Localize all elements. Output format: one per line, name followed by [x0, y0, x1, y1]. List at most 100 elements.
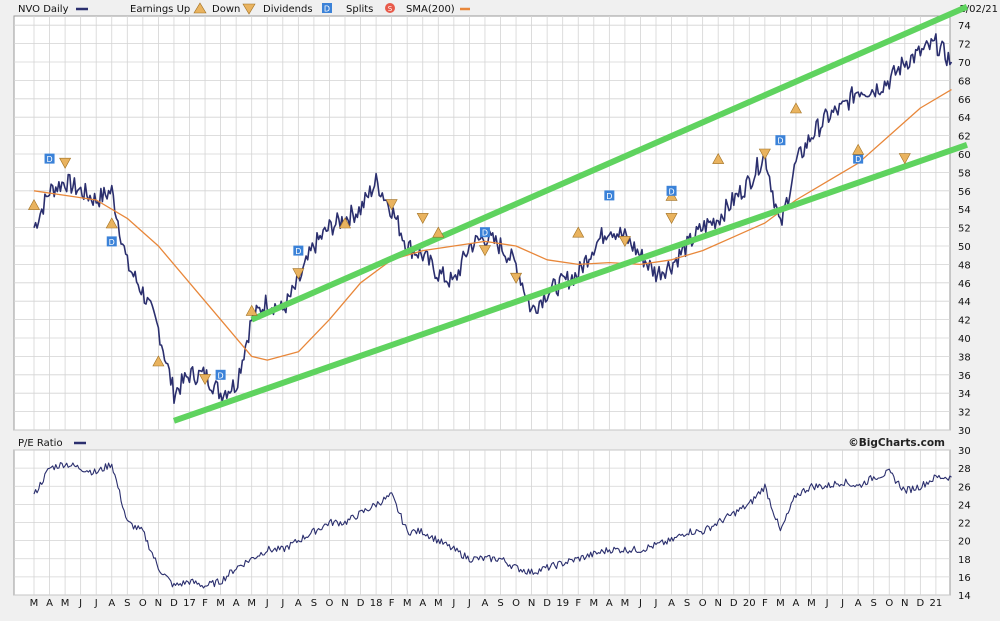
price-y-tick-label: 36 [958, 371, 971, 382]
earnings-down-marker-icon [199, 374, 212, 386]
x-tick-label: J [78, 598, 82, 609]
sma200-series-line [33, 89, 952, 361]
earnings-up-marker-icon [572, 226, 585, 238]
svg-text:D: D [777, 137, 783, 146]
price-y-tick-label: 66 [958, 95, 971, 106]
legend-sma200: SMA(200) [406, 4, 455, 15]
x-tick-label: J [654, 598, 658, 609]
earnings-down-marker-icon [510, 272, 523, 284]
x-tick-label: 20 [743, 598, 756, 609]
price-y-tick-label: 72 [958, 40, 971, 51]
x-tick-label: O [139, 598, 147, 609]
x-tick-label: N [341, 598, 348, 609]
x-tick-label: O [512, 598, 520, 609]
x-tick-label: M [61, 598, 70, 609]
x-tick-label: D [543, 598, 551, 609]
x-tick-label: D [730, 598, 738, 609]
earnings-down-marker-icon [898, 153, 911, 165]
series-layer [33, 33, 953, 589]
x-tick-label: N [714, 598, 721, 609]
x-tick-label: M [776, 598, 785, 609]
x-tick-label: 18 [370, 598, 383, 609]
dividend-marker-icon: D [775, 135, 786, 146]
earnings-up-marker-icon [712, 152, 725, 164]
price-y-tick-label: 50 [958, 242, 971, 253]
pe-y-axis: 14 16 18 20 22 24 26 28 30 [958, 446, 971, 602]
pe-y-tick-label: 16 [958, 573, 971, 584]
pe-y-tick-label: 22 [958, 519, 971, 530]
x-tick-label: D [916, 598, 924, 609]
earnings-up-marker-icon [152, 355, 165, 367]
svg-text:D: D [295, 247, 301, 256]
x-tick-label: A [108, 598, 115, 609]
earnings-up-marker-icon [105, 217, 118, 229]
x-tick-label: M [589, 598, 598, 609]
dividend-marker-icon: D [666, 185, 677, 196]
x-tick-label: S [497, 598, 503, 609]
earnings-down-marker-icon [618, 236, 631, 248]
pe-y-tick-label: 26 [958, 482, 971, 493]
earnings-down-marker-icon [59, 157, 72, 169]
split-icon [385, 3, 395, 13]
svg-text:D: D [46, 155, 52, 164]
price-y-tick-label: 38 [958, 352, 971, 363]
trendline-layer [172, 4, 969, 424]
price-y-tick-label: 48 [958, 260, 971, 271]
x-tick-label: J [451, 598, 455, 609]
x-tick-label: A [606, 598, 613, 609]
pe-y-tick-label: 30 [958, 446, 971, 457]
price-y-tick-label: 46 [958, 279, 971, 290]
x-tick-label: F [762, 598, 768, 609]
earnings-down-marker-icon [292, 268, 305, 280]
price-y-tick-label: 58 [958, 168, 971, 179]
x-tick-label: N [901, 598, 908, 609]
price-y-tick-label: 30 [958, 426, 971, 437]
x-tick-label: A [793, 598, 800, 609]
x-tick-label: O [885, 598, 893, 609]
price-y-tick-label: 68 [958, 76, 971, 87]
dividend-glyph: D [324, 5, 330, 14]
dividend-marker-icon: D [853, 153, 864, 164]
earnings-down-marker-icon [665, 213, 678, 225]
earnings-up-marker-icon [432, 226, 445, 238]
earnings-down-marker-icon [416, 213, 429, 225]
x-tick-label: M [247, 598, 256, 609]
dividend-marker-icon: D [44, 153, 55, 164]
x-tick-label: A [46, 598, 53, 609]
x-tick-label: J [467, 598, 471, 609]
x-tick-label: A [419, 598, 426, 609]
earnings-up-marker-icon [789, 102, 802, 114]
x-tick-label: M [216, 598, 225, 609]
x-tick-label: S [684, 598, 690, 609]
x-tick-label: M [30, 598, 39, 609]
x-tick-label: F [202, 598, 208, 609]
dividend-marker-icon: D [604, 190, 615, 201]
x-tick-label: A [668, 598, 675, 609]
svg-text:D: D [482, 229, 488, 238]
x-axis: M A M J J A S O N D 17 F M A M J J A S O N D 18 F M A M J J A S O N D 19 F M… [30, 598, 943, 609]
x-tick-label: S [311, 598, 317, 609]
earnings-down-marker-icon [478, 245, 491, 257]
earnings-down-marker-icon [758, 148, 771, 160]
dividend-marker-icon: D [293, 245, 304, 256]
pe-grid [14, 449, 950, 596]
x-tick-label: 21 [930, 598, 943, 609]
price-y-tick-label: 42 [958, 316, 971, 327]
bigcharts-watermark: ©BigCharts.com [848, 437, 945, 449]
x-tick-label: J [840, 598, 844, 609]
pe-legend: P/E Ratio [18, 438, 86, 449]
price-y-tick-label: 62 [958, 132, 971, 143]
pe-y-tick-label: 28 [958, 464, 971, 475]
legend-earnings-up: Earnings Up [130, 4, 190, 15]
x-tick-label: 17 [183, 598, 196, 609]
svg-text:D: D [668, 187, 674, 196]
dividend-marker-icon: D [479, 227, 490, 238]
price-y-tick-label: 44 [958, 297, 971, 308]
x-tick-label: J [265, 598, 269, 609]
x-tick-label: O [326, 598, 334, 609]
price-y-tick-label: 32 [958, 408, 971, 419]
price-y-tick-label: 60 [958, 150, 971, 161]
price-y-tick-label: 34 [958, 389, 971, 400]
x-tick-label: D [357, 598, 365, 609]
legend-splits: Splits [346, 4, 373, 15]
